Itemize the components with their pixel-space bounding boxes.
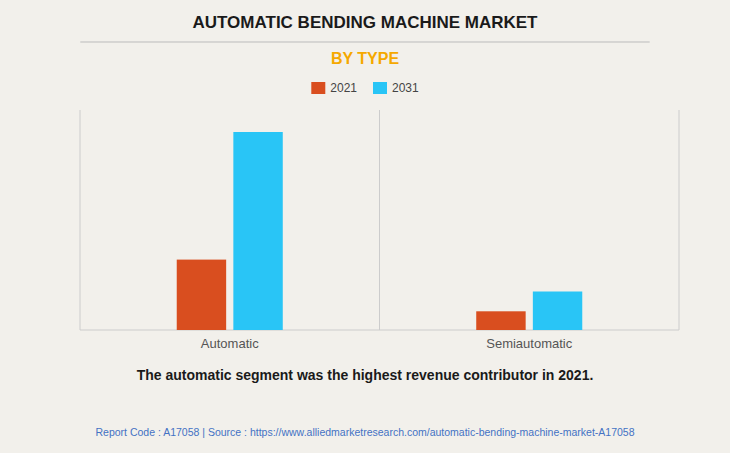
annotation: The automatic segment was the highest re… [137,367,594,383]
border-line [80,110,81,330]
legend-item: 2031 [373,81,419,95]
subtitle: BY TYPE [331,50,400,67]
legend-label: 2021 [330,81,357,95]
legend-swatch [311,82,325,94]
legend-item: 2021 [311,81,357,95]
chart: AUTOMATIC BENDING MACHINE MARKET BY TYPE A… [0,0,730,453]
bar [476,311,525,330]
x-tick-label: Automatic [201,336,259,351]
x-axis-line [80,330,679,331]
separator [80,42,649,43]
legend-label: 2031 [392,81,419,95]
bar [177,260,226,330]
bar [233,132,282,330]
legend-swatch [373,82,387,94]
bar [533,292,582,331]
footer: Report Code : A17058 | Source : https://… [95,426,634,438]
divider-line [379,110,380,330]
title: AUTOMATIC BENDING MACHINE MARKET [192,13,538,32]
legend: 2021 2031 [311,81,419,95]
x-tick-label: Semiautomatic [486,336,572,351]
bars [177,132,583,330]
border-line [679,110,680,330]
frame [80,110,679,330]
